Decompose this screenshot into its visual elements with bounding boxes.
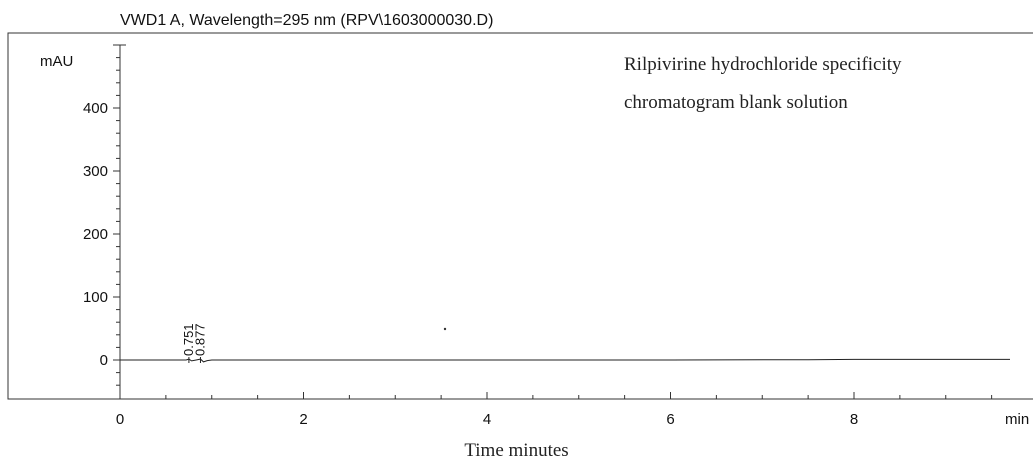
x-tick-label: 4 [483, 411, 491, 428]
y-tick-label: 400 [83, 100, 108, 117]
y-tick-label: 100 [83, 289, 108, 306]
chart-title: VWD1 A, Wavelength=295 nm (RPV\160300003… [120, 12, 493, 29]
x-axis-caption: Time minutes [464, 440, 569, 461]
y-tick-label: 300 [83, 163, 108, 180]
series-line-0 [120, 358, 1010, 363]
series-group [120, 358, 1010, 363]
annotation-line-1: Rilpivirine hydrochloride specificity [624, 54, 902, 75]
y-tick-label: 0 [100, 352, 108, 369]
x-tick-label: 0 [116, 411, 124, 428]
x-unit-label: min [1005, 411, 1029, 428]
y-axis-label: mAU [40, 53, 73, 70]
x-tick-label: 6 [666, 411, 674, 428]
peak-label: 0.751 [181, 323, 196, 356]
plot-frame [7, 32, 1033, 400]
y-tick-label: 200 [83, 226, 108, 243]
x-axis: 0 2 4 6 8 [116, 392, 993, 428]
annotation-line-2: chromatogram blank solution [624, 92, 848, 113]
y-axis: 0 100 200 300 400 [83, 44, 126, 399]
x-tick-label: 8 [850, 411, 858, 428]
peak-label: 0.877 [192, 323, 207, 356]
x-tick-label: 2 [299, 411, 307, 428]
stray-dot [443, 327, 447, 331]
